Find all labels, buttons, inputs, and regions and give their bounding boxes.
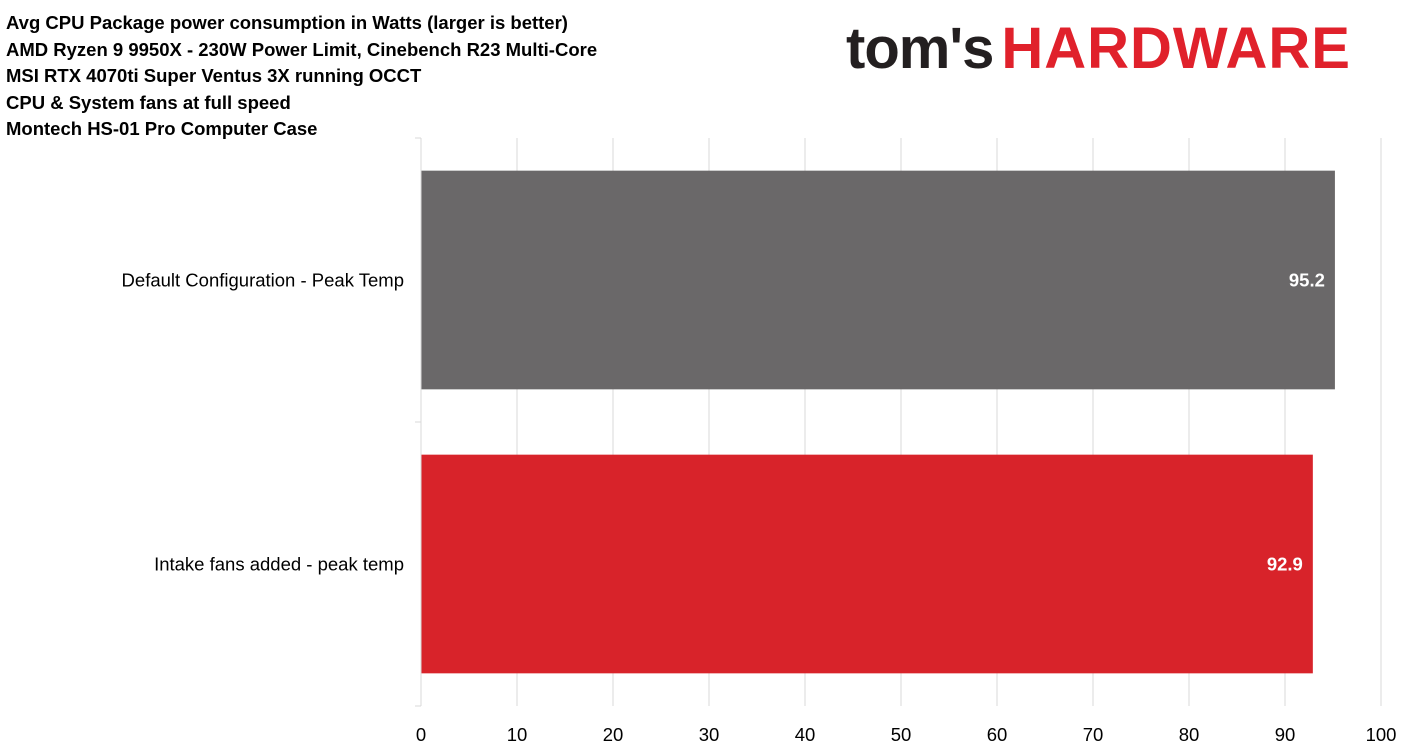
x-tick-label-20: 20	[603, 724, 624, 745]
x-tick-label-10: 10	[507, 724, 528, 745]
x-tick-label-50: 50	[891, 724, 912, 745]
bar-2	[421, 454, 1313, 674]
bar-1	[421, 170, 1335, 390]
chart-title: Avg CPU Package power consumption in Wat…	[6, 12, 568, 33]
toms-hardware-logo: tom's HARDWARE	[846, 8, 1351, 90]
data-label-1: 95.2	[1289, 270, 1325, 291]
logo-hardware-text: HARDWARE	[1001, 16, 1351, 81]
chart-subtitle-cpu: AMD Ryzen 9 9950X - 230W Power Limit, Ci…	[6, 38, 598, 60]
chart-subtitle-gpu: MSI RTX 4070ti Super Ventus 3X running O…	[6, 65, 422, 87]
data-label-2: 92.9	[1267, 554, 1303, 575]
category-label-1: Default Configuration - Peak Temp	[122, 270, 404, 291]
x-tick-label-0: 0	[416, 724, 426, 745]
x-tick-label-80: 80	[1179, 724, 1200, 745]
category-axis	[415, 137, 422, 707]
x-tick-label-90: 90	[1275, 724, 1296, 745]
chart-title-block: Avg CPU Package power consumption in Wat…	[6, 10, 597, 143]
category-label-2: Intake fans added - peak temp	[154, 554, 404, 575]
labels: 0 10 20 30 40 50 60 70 80 90 100 Default Configurat…	[122, 270, 1397, 746]
x-tick-label-70: 70	[1083, 724, 1104, 745]
x-tick-label-40: 40	[795, 724, 816, 745]
logo-toms-text: tom's	[846, 16, 994, 81]
x-tick-label-60: 60	[987, 724, 1008, 745]
x-tick-label-30: 30	[699, 724, 720, 745]
chart-subtitle-fans: CPU & System fans at full speed	[6, 91, 291, 113]
chart-subtitle-case: Montech HS-01 Pro Computer Case	[6, 118, 318, 140]
bars	[421, 170, 1335, 674]
x-tick-label-100: 100	[1366, 724, 1397, 745]
